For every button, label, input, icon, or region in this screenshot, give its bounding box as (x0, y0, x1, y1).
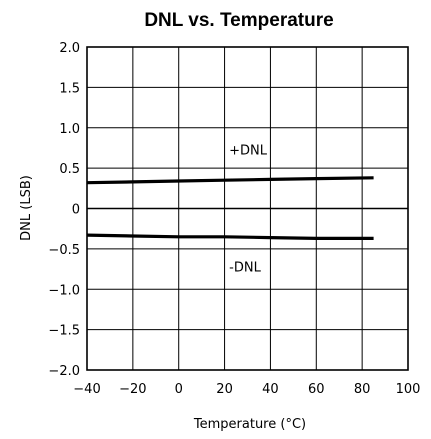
plot-frame (86, 46, 409, 371)
y-tick-label: 0.5 (59, 162, 80, 177)
series-line-plus-dnl (86, 176, 374, 185)
y-tick-labels: 2.0 1.5 1.0 0.5 0 −0.5 −1.0 −1.5 −2.0 (48, 41, 80, 379)
x-tick-label: 100 (396, 382, 421, 397)
y-tick-label: 0 (72, 203, 80, 218)
y-tick-label: −1.5 (48, 324, 80, 339)
y-axis-label: DNL (LSB) (19, 175, 34, 241)
y-tick-label: 1.5 (59, 81, 80, 96)
x-tick-label: 0 (175, 382, 183, 397)
y-tick-label: −2.0 (48, 364, 80, 379)
x-tick-labels: −40 −20 0 20 40 60 80 100 (73, 382, 420, 397)
series-layer (86, 176, 374, 240)
y-tick-label: −1.0 (48, 283, 80, 298)
series-line-minus-dnl (86, 233, 374, 240)
x-tick-label: 20 (216, 382, 233, 397)
y-tick-label: 2.0 (59, 41, 80, 56)
x-tick-label: −20 (119, 382, 146, 397)
label-plus-dnl: +DNL (229, 143, 268, 158)
x-tick-label: 40 (262, 382, 279, 397)
x-axis-label: Temperature (°C) (193, 417, 306, 432)
grid (86, 46, 409, 371)
label-minus-dnl: -DNL (229, 260, 261, 275)
chart-title: DNL vs. Temperature (144, 10, 333, 31)
x-tick-label: 60 (308, 382, 325, 397)
x-tick-label: 80 (354, 382, 371, 397)
y-tick-label: 1.0 (59, 122, 80, 137)
annotations: +DNL -DNL (229, 143, 268, 275)
y-tick-label: −0.5 (48, 243, 80, 258)
x-tick-label: −40 (73, 382, 100, 397)
